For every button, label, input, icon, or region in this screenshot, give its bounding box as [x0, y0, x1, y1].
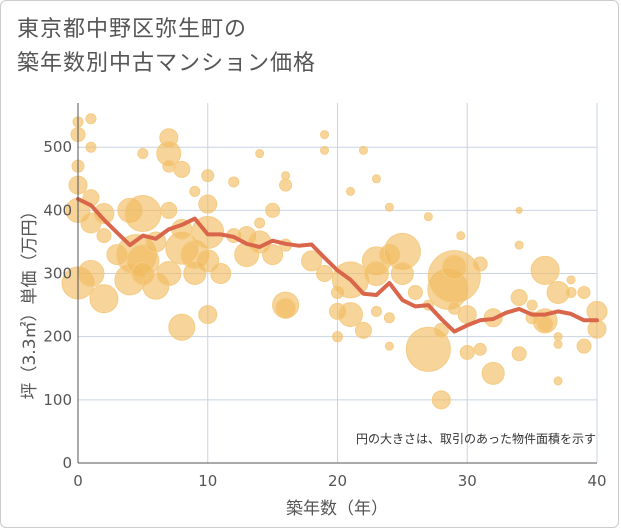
bubble-72: [384, 202, 394, 212]
bubble-6: [85, 113, 97, 125]
bubble-109: [565, 286, 577, 298]
bubble-27: [160, 201, 178, 219]
bubble-79: [423, 212, 433, 222]
chart-title: 東京都中野区弥生町の 築年数別中古マンション価格: [17, 13, 316, 81]
bubble-35: [189, 185, 201, 197]
bubble-41: [210, 263, 232, 285]
bubble-28: [156, 261, 182, 287]
x-tick-label-0: 0: [73, 472, 83, 490]
bubble-95: [515, 206, 523, 214]
bubble-12: [96, 228, 112, 244]
bubble-46: [255, 149, 265, 159]
bubble-107: [553, 376, 563, 386]
y-tick-label-0: 0: [62, 454, 72, 472]
bubble-96: [514, 240, 524, 250]
bubble-40: [198, 305, 218, 325]
bubble-88: [456, 231, 466, 241]
y-tick-label-200: 200: [43, 328, 72, 346]
bubble-97: [510, 289, 528, 307]
bubble-111: [576, 338, 592, 354]
bubble-59: [316, 265, 334, 283]
trend-line: [76, 197, 599, 334]
bubble-110: [577, 285, 591, 299]
y-tick-label-300: 300: [43, 265, 72, 283]
bubble-81: [405, 326, 451, 372]
bubble-113: [587, 319, 607, 339]
chart-title-line1: 東京都中野区弥生町の: [17, 17, 248, 42]
bubble-51: [281, 171, 291, 181]
bubble-10: [77, 260, 105, 288]
bubble-70: [363, 261, 389, 287]
y-tick-label-400: 400: [43, 201, 72, 219]
bubble-91: [472, 256, 488, 272]
bubble-56: [301, 250, 323, 272]
bubble-32: [168, 313, 196, 341]
bubble-36: [201, 169, 215, 183]
size-note: 円の大きさは、取引のあった物件面積を示す: [356, 431, 596, 446]
x-tick-label-40: 40: [587, 472, 606, 490]
bubble-77: [390, 262, 414, 286]
bubble-7: [85, 141, 97, 153]
bubble-18: [137, 148, 149, 160]
bubble-93: [481, 361, 505, 385]
bubble-82: [431, 390, 451, 410]
bubble-47: [254, 217, 266, 229]
bubble-86: [441, 254, 467, 280]
x-tick-label-30: 30: [458, 472, 477, 490]
bubble-108: [566, 275, 576, 285]
bubble-42: [228, 176, 240, 188]
bubble-50: [262, 244, 284, 266]
y-tick-label-500: 500: [43, 138, 72, 156]
bubble-71: [370, 305, 382, 317]
x-tick-label-20: 20: [328, 472, 347, 490]
bubble-68: [371, 174, 381, 184]
bubble-49: [265, 202, 281, 218]
bubble-55: [275, 297, 297, 319]
bubble-83: [433, 322, 449, 338]
bubble-11: [93, 203, 115, 225]
bubble-100: [526, 299, 538, 311]
bubble-19: [124, 195, 162, 233]
bubble-92: [473, 342, 487, 356]
bubble-65: [337, 302, 363, 328]
trend-line-layer: [76, 197, 599, 334]
x-tick-label-10: 10: [198, 472, 217, 490]
bubble-101: [530, 255, 560, 285]
bubble-26: [162, 159, 176, 173]
bubbles: [61, 113, 608, 410]
bubble-52: [279, 178, 293, 192]
bubble-74: [383, 312, 395, 324]
bubble-89: [459, 344, 475, 360]
bubble-67: [354, 321, 372, 339]
bubble-37: [198, 194, 218, 214]
bubble-75: [384, 341, 394, 351]
bubble-58: [320, 145, 330, 155]
bubble-66: [358, 145, 368, 155]
bubble-62: [332, 331, 343, 343]
bubble-98: [511, 346, 527, 362]
y-tick-label-100: 100: [43, 391, 72, 409]
bubble-106: [553, 339, 563, 349]
bubble-13: [89, 284, 119, 314]
bubble-57: [320, 130, 330, 140]
bubble-105: [553, 332, 563, 342]
bubble-78: [407, 284, 423, 300]
x-axis-label: 築年数（年）: [286, 499, 388, 519]
bubble-103: [536, 315, 554, 333]
y-axis-label: 坪（3.3㎡）単価（万円）: [20, 202, 40, 399]
bubble-29: [173, 160, 191, 178]
chart-title-line2: 築年数別中古マンション価格: [17, 51, 317, 76]
bubble-63: [345, 186, 355, 196]
